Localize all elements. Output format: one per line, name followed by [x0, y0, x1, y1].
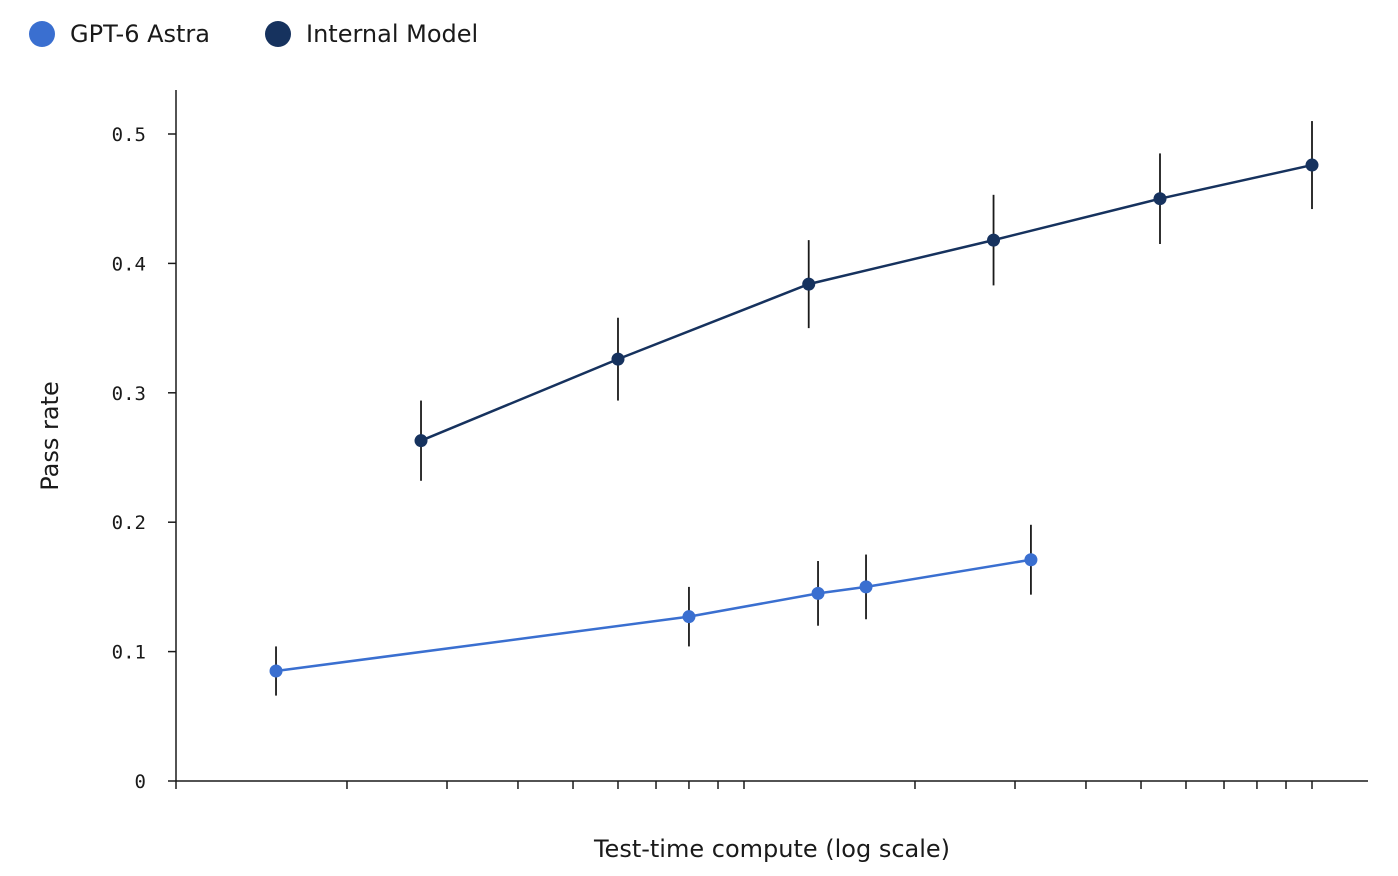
y-tick-label: 0.1 — [112, 642, 146, 664]
y-tick-label: 0.4 — [112, 253, 146, 275]
data-point — [414, 434, 428, 448]
series-line — [275, 558, 1032, 673]
axes: 0 0.1 0.2 0.3 0.4 0.5 — [112, 90, 1368, 793]
y-axis-title: Pass rate — [36, 381, 64, 491]
legend: GPT-6 Astra Internal Model — [29, 20, 478, 48]
series-layer — [269, 121, 1319, 696]
data-point — [859, 580, 873, 594]
legend-label: GPT-6 Astra — [70, 20, 210, 48]
series-1 — [269, 524, 1038, 696]
y-tick-label: 0.2 — [112, 512, 146, 534]
legend-marker — [265, 21, 291, 47]
data-point — [1305, 158, 1319, 172]
series-line — [420, 163, 1313, 442]
data-point — [269, 664, 283, 678]
x-axis-title: Test-time compute (log scale) — [593, 835, 950, 863]
data-point — [811, 586, 825, 600]
data-point — [987, 233, 1001, 247]
data-point — [1024, 553, 1038, 567]
series-2 — [414, 121, 1319, 481]
legend-marker — [29, 21, 55, 47]
data-point — [1153, 192, 1167, 206]
data-point — [611, 352, 625, 366]
y-tick-label: 0.3 — [112, 383, 146, 405]
y-tick-label: 0 — [135, 771, 146, 793]
legend-label: Internal Model — [306, 20, 478, 48]
y-tick-label: 0.5 — [112, 124, 146, 146]
data-point — [682, 610, 696, 624]
data-point — [802, 277, 816, 291]
